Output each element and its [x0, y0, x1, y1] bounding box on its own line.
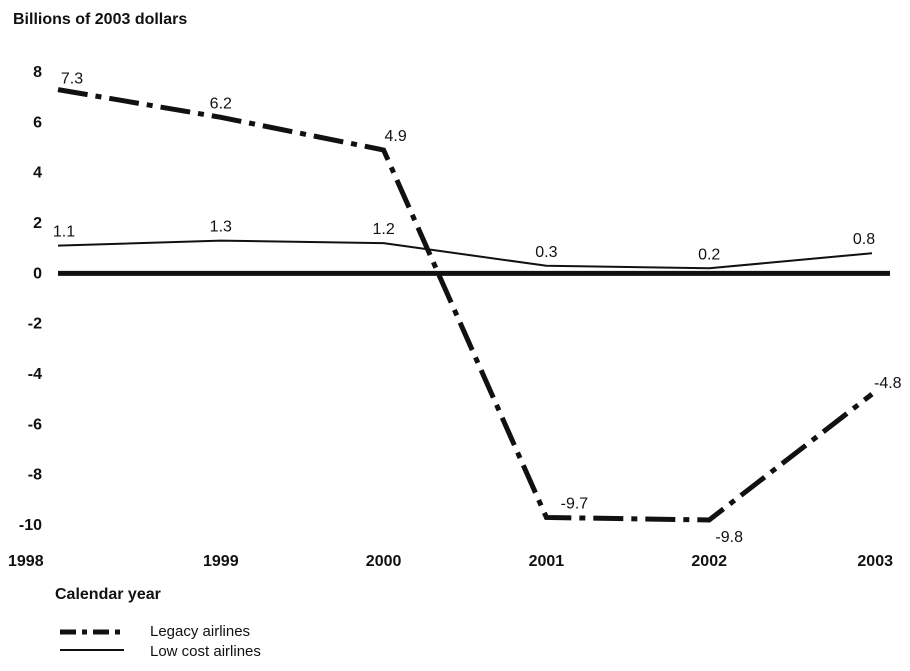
x-axis-title: Calendar year: [55, 586, 161, 603]
data-label-lowcost: 1.1: [53, 224, 75, 241]
data-label-lowcost: 0.2: [698, 246, 720, 263]
y-tick-label: 4: [33, 165, 42, 182]
y-tick-label: -10: [19, 517, 42, 534]
y-tick-label: -6: [28, 416, 42, 433]
legend-item-legacy: Legacy airlines: [60, 623, 320, 643]
data-label-legacy: -9.7: [561, 495, 589, 512]
series-line-lowcost: [57, 239, 873, 270]
legend-swatch-legacy: [60, 629, 124, 635]
data-label-legacy: 6.2: [210, 95, 232, 112]
y-axis-title: Billions of 2003 dollars: [13, 11, 188, 28]
series-line-legacy: [57, 87, 874, 523]
y-tick-label: 8: [33, 64, 42, 81]
data-label-legacy: -4.8: [874, 375, 902, 392]
data-label-lowcost: 0.8: [853, 231, 875, 248]
data-label-legacy: 4.9: [384, 128, 406, 145]
x-tick-label: 2002: [691, 553, 727, 570]
y-tick-label: -8: [28, 467, 42, 484]
legend: Legacy airlines Low cost airlines: [60, 623, 320, 663]
y-tick-label: 2: [33, 215, 42, 232]
data-label-legacy: 7.3: [61, 71, 83, 88]
y-tick-label: -2: [28, 316, 42, 333]
plot-area: 8 6 4 2 0 -2 -4 -6 -8 -10 1998 1999 2000 2001 2002 2003…: [8, 64, 902, 570]
legend-item-lowcost: Low cost airlines: [60, 643, 320, 663]
legend-label-lowcost: Low cost airlines: [150, 643, 261, 660]
x-tick-label: 1998: [8, 553, 44, 570]
legend-swatch-lowcost: [60, 649, 124, 651]
x-tick-label: 2003: [857, 553, 893, 570]
y-tick-label: -4: [28, 366, 42, 383]
data-label-lowcost: 0.3: [535, 244, 557, 261]
y-tick-label: 6: [33, 114, 42, 131]
data-label-lowcost: 1.3: [210, 219, 232, 236]
x-tick-label: 2001: [529, 553, 565, 570]
legend-label-legacy: Legacy airlines: [150, 623, 251, 640]
x-tick-label: 2000: [366, 553, 402, 570]
data-label-lowcost: 1.2: [372, 221, 394, 238]
data-label-legacy: -9.8: [715, 529, 743, 546]
y-tick-label: 0: [33, 265, 42, 282]
x-tick-label: 1999: [203, 553, 239, 570]
